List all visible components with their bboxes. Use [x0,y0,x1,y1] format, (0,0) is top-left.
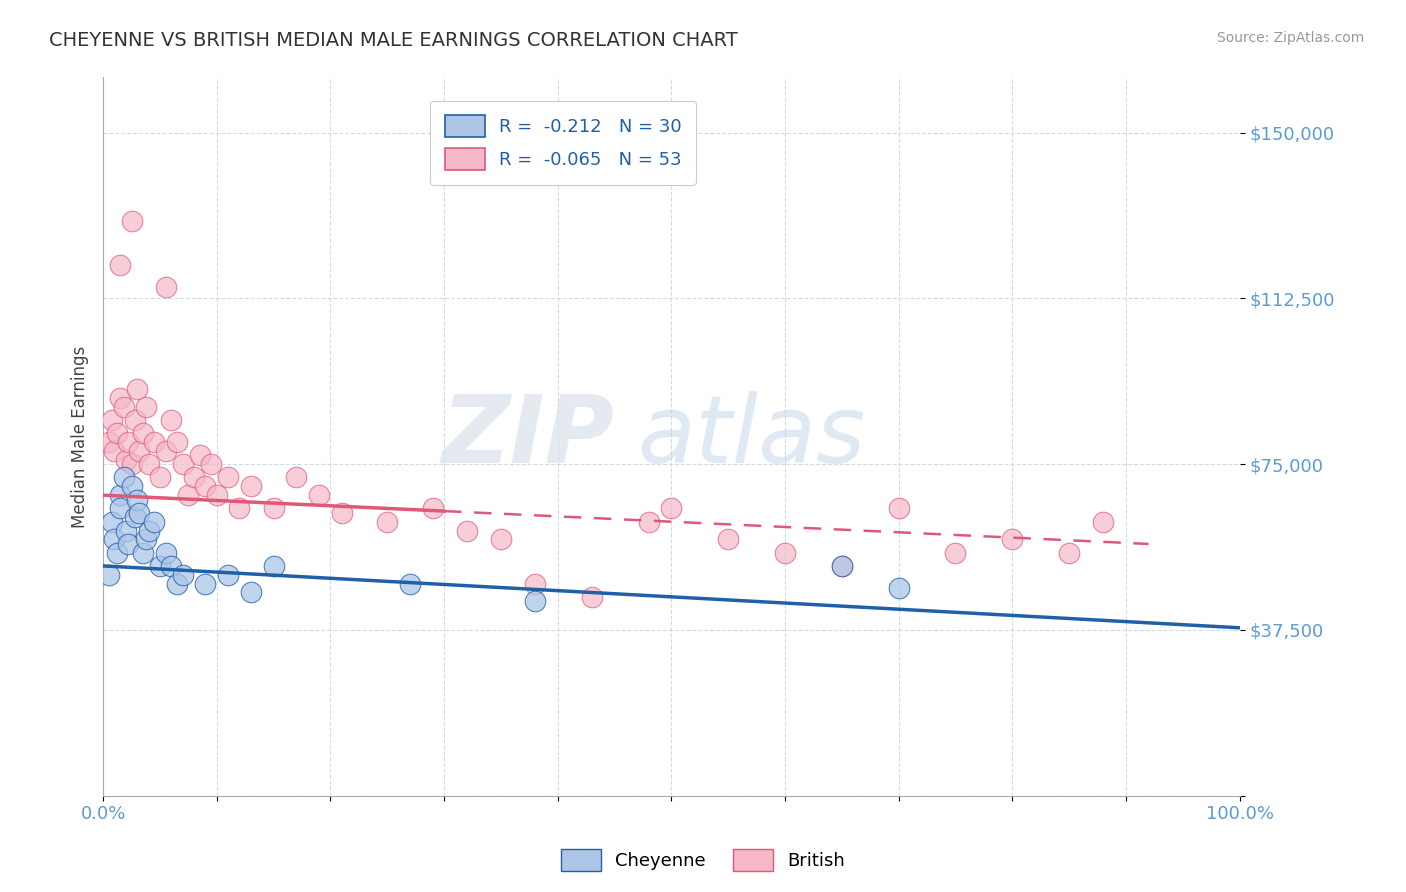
Point [103,444,125,458]
Point [200,457,222,471]
Point [97,567,120,582]
Point [945,546,967,560]
Point [887,501,910,516]
Point [117,435,139,450]
Text: CHEYENNE VS BRITISH MEDIAN MALE EARNINGS CORRELATION CHART: CHEYENNE VS BRITISH MEDIAN MALE EARNINGS… [49,31,738,50]
Point [128,506,150,520]
Point [127,492,149,507]
Point [97,435,120,450]
Point [194,479,217,493]
Point [172,567,194,582]
Point [108,501,131,516]
Point [239,585,262,599]
Point [831,558,853,573]
Point [117,537,139,551]
Point [121,214,143,228]
Point [887,581,910,595]
Point [773,546,796,560]
Point [422,501,444,516]
Point [103,533,125,547]
Point [308,488,330,502]
Point [124,413,146,427]
Y-axis label: Median Male Earnings: Median Male Earnings [72,345,89,528]
Point [330,506,353,520]
Point [228,501,250,516]
Point [121,457,143,471]
Point [101,413,124,427]
Point [155,280,177,294]
Point [160,558,183,573]
Point [375,515,398,529]
Point [637,515,659,529]
Point [155,444,177,458]
Point [172,457,194,471]
Point [124,510,146,524]
Point [285,470,308,484]
Point [121,479,143,493]
Point [659,501,682,516]
Point [1001,533,1024,547]
Point [166,576,188,591]
Point [127,382,149,396]
Point [160,413,183,427]
Point [183,470,205,484]
Point [166,435,188,450]
Point [217,567,239,582]
Point [115,524,138,538]
Point [138,457,160,471]
Point [177,488,200,502]
Text: Source: ZipAtlas.com: Source: ZipAtlas.com [1216,31,1364,45]
Point [143,515,166,529]
Point [1057,546,1080,560]
Point [135,400,157,414]
Point [239,479,262,493]
Point [135,533,157,547]
Point [717,533,740,547]
Point [132,546,155,560]
Point [138,524,160,538]
Point [523,594,546,608]
Point [188,449,211,463]
Point [205,488,228,502]
Point [112,470,135,484]
Point [194,576,217,591]
Point [143,435,166,450]
Point [149,470,172,484]
Text: atlas: atlas [637,391,866,482]
Point [101,515,124,529]
Text: ZIP: ZIP [441,391,614,483]
Point [263,501,285,516]
Point [399,576,422,591]
Point [581,590,603,604]
Legend: R =  -0.212   N = 30, R =  -0.065   N = 53: R = -0.212 N = 30, R = -0.065 N = 53 [430,101,696,185]
Point [132,426,155,441]
Point [523,576,546,591]
Point [149,558,172,573]
Point [155,546,177,560]
Point [831,558,853,573]
Point [217,470,239,484]
Point [105,426,128,441]
Point [115,452,138,467]
Point [128,444,150,458]
Point [112,400,135,414]
Legend: Cheyenne, British: Cheyenne, British [554,842,852,879]
Point [105,546,128,560]
Point [456,524,478,538]
Point [108,488,131,502]
Point [263,558,285,573]
Point [1092,515,1115,529]
Point [108,391,131,405]
Point [489,533,512,547]
Point [108,258,131,272]
